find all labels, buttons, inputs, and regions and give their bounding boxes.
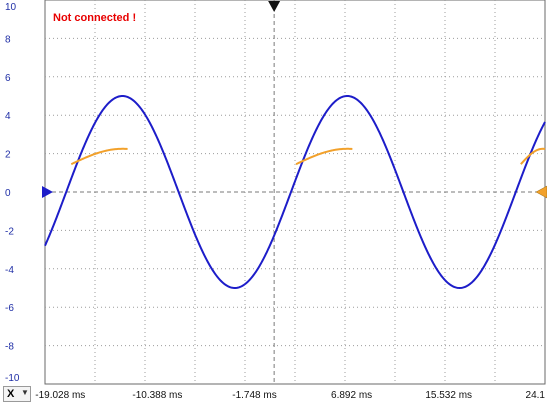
connection-status: Not connected ! — [53, 12, 137, 24]
y-tick-label: 0 — [5, 188, 11, 199]
x-tick-label: 24.1 — [526, 390, 546, 401]
channel-b-level-marker[interactable] — [535, 185, 547, 199]
trigger-marker[interactable] — [268, 1, 281, 12]
y-tick-label: 10 — [5, 2, 17, 13]
x-tick-label: -19.028 ms — [35, 390, 85, 401]
y-tick-label: 4 — [5, 111, 11, 122]
y-tick-label: -8 — [5, 342, 14, 353]
x-tick-label: 15.532 ms — [425, 390, 472, 401]
series-line-channel-b — [70, 147, 128, 166]
y-tick-label: -6 — [5, 303, 14, 314]
x-tick-label: 6.892 ms — [331, 390, 372, 401]
channel-a-level-marker[interactable] — [42, 186, 53, 198]
x-tick-label: -10.388 ms — [132, 390, 182, 401]
chevron-down-icon: ▼ — [21, 388, 29, 397]
y-tick-label: -10 — [5, 373, 20, 384]
y-tick-label: 6 — [5, 73, 11, 84]
x-axis-selector[interactable]: X ▼ — [3, 386, 31, 402]
y-tick-label: -4 — [5, 265, 14, 276]
x-axis-selector-label: X — [7, 388, 15, 400]
y-tick-label: 8 — [5, 34, 11, 45]
series-line-channel-b — [295, 147, 353, 166]
series-line-channel-b — [520, 147, 546, 165]
x-tick-label: -1.748 ms — [232, 390, 276, 401]
series-line-channel-a — [44, 94, 546, 290]
x-axis-strip — [31, 385, 547, 404]
y-tick-label: -2 — [5, 226, 14, 237]
y-tick-label: 2 — [5, 150, 11, 161]
